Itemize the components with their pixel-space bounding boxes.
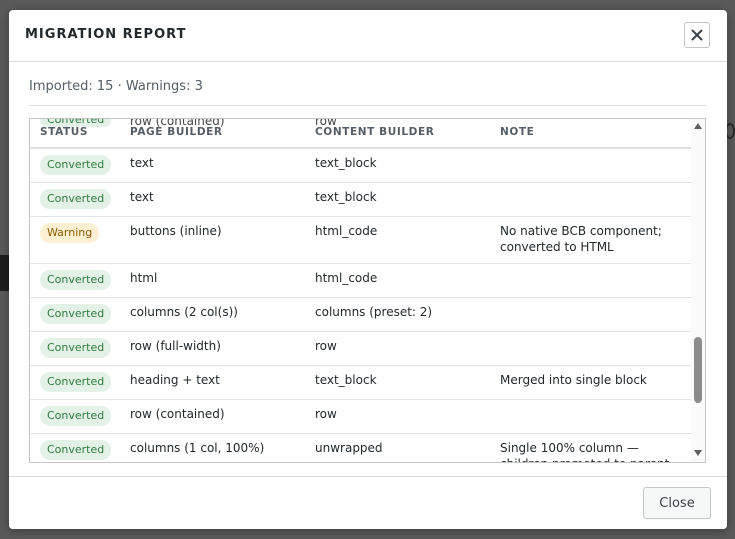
status-badge: Converted	[40, 338, 112, 358]
content-builder-cell: text_block	[315, 373, 377, 387]
page-builder-cell: text	[130, 190, 154, 204]
close-icon	[691, 29, 703, 41]
page-builder-cell: html	[130, 271, 158, 285]
modal-close-button[interactable]	[684, 22, 710, 48]
import-summary: Imported: 15 · Warnings: 3	[29, 79, 203, 94]
status-badge: Converted	[40, 155, 112, 175]
table-row: Converted html html_code	[30, 264, 692, 298]
background-text-fragment	[0, 255, 9, 291]
content-builder-cell: row	[315, 407, 337, 421]
content-builder-cell: row	[315, 118, 337, 128]
divider	[29, 105, 706, 106]
table-row: Converted row (full-width) row	[30, 332, 692, 366]
status-badge: Warning	[40, 223, 100, 243]
status-badge: Converted	[40, 372, 112, 392]
close-button[interactable]: Close	[643, 487, 711, 519]
table-header: Converted row (contained) row STATUS PAG…	[30, 119, 692, 148]
table-row: Warning buttons (inline) html_code No na…	[30, 217, 692, 264]
modal-footer: Close	[9, 476, 727, 529]
page-builder-cell: buttons (inline)	[130, 224, 222, 238]
content-builder-cell: html_code	[315, 224, 378, 238]
content-builder-cell: row	[315, 339, 337, 353]
table-body: Converted text text_block Converted text…	[30, 119, 692, 462]
column-header-note: NOTE	[500, 126, 535, 138]
column-header-status: STATUS	[40, 126, 89, 138]
status-badge: Converted	[40, 119, 112, 127]
page-builder-cell: columns (2 col(s))	[130, 305, 238, 319]
table-row: Converted text text_block	[30, 149, 692, 183]
column-header-page-builder: PAGE BUILDER	[130, 126, 223, 138]
page-builder-cell: heading + text	[130, 373, 220, 387]
content-builder-cell: text_block	[315, 190, 377, 204]
note-cell: Merged into single block	[500, 373, 647, 387]
content-builder-cell: columns (preset: 2)	[315, 305, 433, 319]
page-builder-cell: columns (1 col, 100%)	[130, 441, 265, 455]
status-badge: Converted	[40, 189, 112, 209]
table-row: Converted columns (1 col, 100%) unwrappe…	[30, 434, 692, 462]
status-badge: Converted	[40, 440, 112, 460]
column-header-content-builder: CONTENT BUILDER	[315, 126, 435, 138]
scroll-up-arrow-icon[interactable]	[694, 123, 702, 129]
table-row: Converted row (contained) row	[30, 400, 692, 434]
note-cell: Single 100% column — children promoted t…	[500, 441, 669, 462]
vertical-scrollbar[interactable]	[691, 119, 705, 462]
status-badge: Converted	[40, 270, 112, 290]
content-builder-cell: unwrapped	[315, 441, 383, 455]
page-builder-cell: text	[130, 156, 154, 170]
table-row: Converted columns (2 col(s)) columns (pr…	[30, 298, 692, 332]
migration-report-modal: MIGRATION REPORT Imported: 15 · Warnings…	[9, 10, 727, 529]
report-table[interactable]: Converted text text_block Converted text…	[29, 118, 706, 463]
content-builder-cell: text_block	[315, 156, 377, 170]
table-row: Converted text text_block	[30, 183, 692, 217]
table-row	[30, 119, 692, 149]
note-cell: No native BCB component; converted to HT…	[500, 224, 662, 254]
status-badge: Converted	[40, 406, 112, 426]
modal-header: MIGRATION REPORT	[9, 10, 727, 62]
scrollbar-thumb[interactable]	[694, 337, 702, 403]
table-row: Converted heading + text text_block Merg…	[30, 366, 692, 400]
page-builder-cell: row (contained)	[130, 407, 225, 421]
page-builder-cell: row (full-width)	[130, 339, 221, 353]
status-badge: Converted	[40, 304, 112, 324]
scroll-down-arrow-icon[interactable]	[694, 450, 702, 456]
modal-title: MIGRATION REPORT	[25, 27, 187, 42]
content-builder-cell: html_code	[315, 271, 378, 285]
page-builder-cell: row (contained)	[130, 118, 225, 128]
